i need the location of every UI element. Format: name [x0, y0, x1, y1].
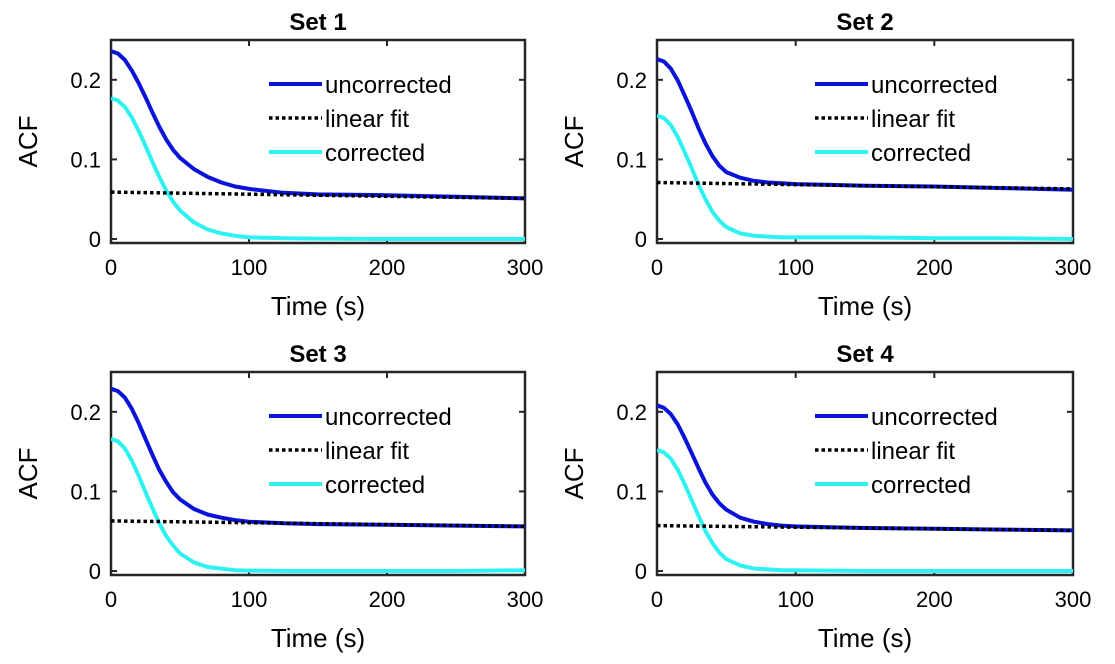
x-tick-label: 100 [231, 587, 268, 612]
legend: uncorrected linear fit corrected [815, 72, 998, 167]
y-axis-label: ACF [13, 448, 43, 500]
y-tick-label: 0 [635, 559, 647, 584]
legend-label: uncorrected [871, 404, 998, 431]
y-tick-label: 0.1 [70, 479, 101, 504]
y-tick-label: 0.2 [616, 400, 647, 425]
legend-label: corrected [325, 140, 425, 167]
series-group [111, 386, 525, 573]
chart-panel-2: Set 2 0 100 200 300 0 0.1 0.2 Time (s) ACF uncorre… [559, 9, 1091, 321]
x-tick-label: 300 [1055, 255, 1092, 280]
x-tick-label: 0 [651, 587, 663, 612]
y-tick-label: 0.2 [70, 68, 101, 93]
x-axis-label: Time (s) [271, 623, 365, 653]
x-axis-label: Time (s) [818, 623, 912, 653]
legend: uncorrected linear fit corrected [815, 404, 998, 499]
x-tick-label: 300 [507, 255, 544, 280]
legend-label: linear fit [325, 438, 409, 465]
series-group [657, 57, 1073, 241]
series-line-linear-fit [111, 190, 525, 201]
axes-box [655, 38, 1075, 245]
legend-label: corrected [325, 472, 425, 499]
legend-label: uncorrected [325, 72, 452, 99]
chart-title: Set 1 [289, 9, 346, 36]
chart-title: Set 2 [836, 9, 893, 36]
y-tick-label: 0.1 [616, 147, 647, 172]
chart-panel-1: Set 1 0 100 200 300 0 0.1 0.2 Time (s) ACF uncorre… [13, 9, 543, 321]
series-group [111, 49, 525, 241]
legend-label: linear fit [871, 106, 955, 133]
series-line-corrected [657, 113, 1073, 241]
x-tick-label: 100 [777, 587, 814, 612]
series-line-linear-fit [657, 523, 1073, 533]
x-tick-label: 0 [651, 255, 663, 280]
x-tick-label: 200 [369, 255, 406, 280]
series-line-uncorrected [657, 403, 1073, 533]
x-tick-label: 200 [369, 587, 406, 612]
chart-panel-3: Set 3 0 100 200 300 0 0.1 0.2 Time (s) ACF uncorre… [13, 341, 543, 653]
y-axis-label: ACF [13, 116, 43, 168]
x-tick-label: 200 [916, 587, 953, 612]
x-tick-label: 200 [916, 255, 953, 280]
x-tick-label: 100 [231, 255, 268, 280]
y-tick-label: 0 [635, 227, 647, 252]
series-line-uncorrected [657, 57, 1073, 192]
legend-label: uncorrected [325, 404, 452, 431]
y-tick-label: 0 [89, 227, 101, 252]
x-tick-label: 0 [105, 587, 117, 612]
y-tick-label: 0.2 [70, 400, 101, 425]
series-line-corrected [111, 437, 525, 573]
series-line-linear-fit [111, 519, 525, 529]
x-axis-label: Time (s) [271, 291, 365, 321]
x-tick-label: 300 [1055, 587, 1092, 612]
series-line-uncorrected [111, 386, 525, 529]
y-axis-label: ACF [559, 116, 589, 168]
chart-title: Set 3 [289, 341, 346, 368]
x-tick-label: 0 [105, 255, 117, 280]
legend-label: linear fit [871, 438, 955, 465]
y-tick-label: 0.1 [70, 147, 101, 172]
axes-box [109, 38, 527, 245]
y-tick-label: 0.2 [616, 68, 647, 93]
y-tick-label: 0 [89, 559, 101, 584]
series-line-uncorrected [111, 49, 525, 201]
legend: uncorrected linear fit corrected [269, 404, 452, 499]
legend-label: corrected [871, 472, 971, 499]
series-group [657, 403, 1073, 573]
y-tick-label: 0.1 [616, 479, 647, 504]
legend-label: uncorrected [871, 72, 998, 99]
x-tick-label: 100 [777, 255, 814, 280]
series-line-corrected [111, 96, 525, 241]
axes-box [655, 370, 1075, 577]
x-tick-label: 300 [507, 587, 544, 612]
legend-label: corrected [871, 140, 971, 167]
x-axis-label: Time (s) [818, 291, 912, 321]
series-line-corrected [657, 448, 1073, 573]
legend-label: linear fit [325, 106, 409, 133]
legend: uncorrected linear fit corrected [269, 72, 452, 167]
y-axis-label: ACF [559, 448, 589, 500]
series-line-linear-fit [657, 180, 1073, 191]
chart-panel-4: Set 4 0 100 200 300 0 0.1 0.2 Time (s) ACF uncorre… [559, 341, 1091, 653]
chart-title: Set 4 [836, 341, 894, 368]
axes-box [109, 370, 527, 577]
